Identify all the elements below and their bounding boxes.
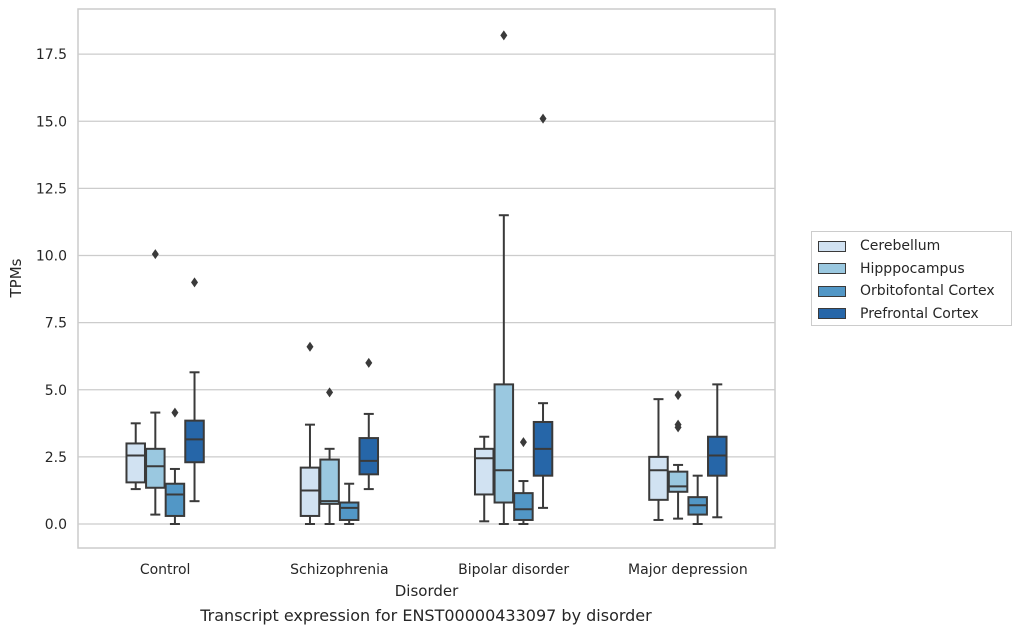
y-tick-label: 12.5 xyxy=(36,181,67,197)
x-tick-labels: Control Schizophrenia Bipolar disorder Majo… xyxy=(140,562,748,578)
y-tick-label: 15.0 xyxy=(36,114,67,130)
box-orbitofontal-cortex-control xyxy=(164,407,186,525)
box-body xyxy=(338,501,360,521)
box-hipppocampus-major-depression xyxy=(667,390,689,520)
box-prefrontal-cortex-bipolar-disorder xyxy=(532,113,554,509)
box-body xyxy=(184,419,205,464)
legend-swatch-cerebellum xyxy=(818,240,846,252)
outlier-point xyxy=(539,113,547,124)
box-body xyxy=(164,482,186,517)
legend-swatch-orbitofrontal-cortex xyxy=(818,285,846,297)
box-body xyxy=(125,442,146,484)
box-body xyxy=(319,458,340,505)
legend-item-hippocampus: Hipppocampus xyxy=(818,258,1011,281)
box-body xyxy=(513,492,534,521)
y-axis-label: TPMs xyxy=(7,258,25,298)
box-prefrontal-cortex-control xyxy=(184,277,205,503)
y-tick-label: 0.0 xyxy=(45,517,67,533)
box-cerebellum-schizophrenia xyxy=(299,341,321,525)
box-hipppocampus-bipolar-disorder xyxy=(493,30,515,525)
y-tick-label: 5.0 xyxy=(45,383,67,399)
legend-label-hippocampus: Hipppocampus xyxy=(860,260,965,277)
box-cerebellum-bipolar-disorder xyxy=(473,435,495,523)
legend-swatch-hippocampus xyxy=(818,263,846,275)
x-axis-label: Disorder xyxy=(395,582,459,600)
x-tick-label: Schizophrenia xyxy=(290,562,388,578)
y-tick-label: 2.5 xyxy=(45,450,67,466)
box-prefrontal-cortex-schizophrenia xyxy=(358,357,380,491)
x-tick-label: Control xyxy=(140,562,191,578)
outlier-point xyxy=(500,30,508,41)
box-prefrontal-cortex-major-depression xyxy=(707,383,728,519)
box-body xyxy=(648,455,669,501)
box-body xyxy=(145,447,166,489)
chart-title: Transcript expression for ENST0000043309… xyxy=(200,606,652,625)
plot-area xyxy=(78,9,775,548)
box-body xyxy=(667,470,689,493)
outlier-point xyxy=(365,357,373,368)
box-orbitofontal-cortex-major-depression xyxy=(687,474,708,525)
box-body xyxy=(473,447,495,496)
legend-item-cerebellum: Cerebellum xyxy=(818,235,1011,258)
box-body xyxy=(358,437,380,476)
legend-swatch-prefrontal-cortex xyxy=(818,308,846,320)
outlier-point xyxy=(674,390,682,401)
outlier-point xyxy=(674,422,682,433)
box-orbitofontal-cortex-schizophrenia xyxy=(338,482,360,525)
legend-item-prefrontal-cortex: Prefrontal Cortex xyxy=(818,303,1011,326)
box-cerebellum-control xyxy=(125,422,146,491)
y-tick-label: 10.0 xyxy=(36,249,67,265)
legend-label-orbitofrontal-cortex: Orbitofontal Cortex xyxy=(860,283,995,300)
x-tick-label: Bipolar disorder xyxy=(458,562,569,578)
box-body xyxy=(299,466,321,517)
legend-label-cerebellum: Cerebellum xyxy=(860,238,941,255)
outlier-point xyxy=(151,249,159,260)
box-body xyxy=(493,383,515,504)
legend: Cerebellum Hipppocampus Orbitofontal Cor… xyxy=(811,231,1012,326)
outlier-point xyxy=(191,277,199,288)
outlier-point xyxy=(519,437,527,448)
plot-frame xyxy=(77,8,776,549)
box-orbitofontal-cortex-bipolar-disorder xyxy=(513,437,534,525)
outlier-point xyxy=(306,341,314,352)
x-tick-label: Major depression xyxy=(628,562,748,578)
outlier-point xyxy=(171,407,179,418)
y-tick-labels: 0.0 2.5 5.0 7.5 10.0 12.5 15.0 17.5 xyxy=(36,47,67,533)
box-plots xyxy=(125,30,728,525)
box-cerebellum-major-depression xyxy=(648,398,669,521)
outlier-point xyxy=(326,387,334,398)
box-hipppocampus-control xyxy=(145,249,166,516)
legend-label-prefrontal-cortex: Prefrontal Cortex xyxy=(860,305,979,322)
y-tick-label: 17.5 xyxy=(36,47,67,63)
legend-item-orbitofrontal-cortex: Orbitofontal Cortex xyxy=(818,280,1011,303)
box-hipppocampus-schizophrenia xyxy=(319,387,340,525)
y-tick-label: 7.5 xyxy=(45,316,67,332)
